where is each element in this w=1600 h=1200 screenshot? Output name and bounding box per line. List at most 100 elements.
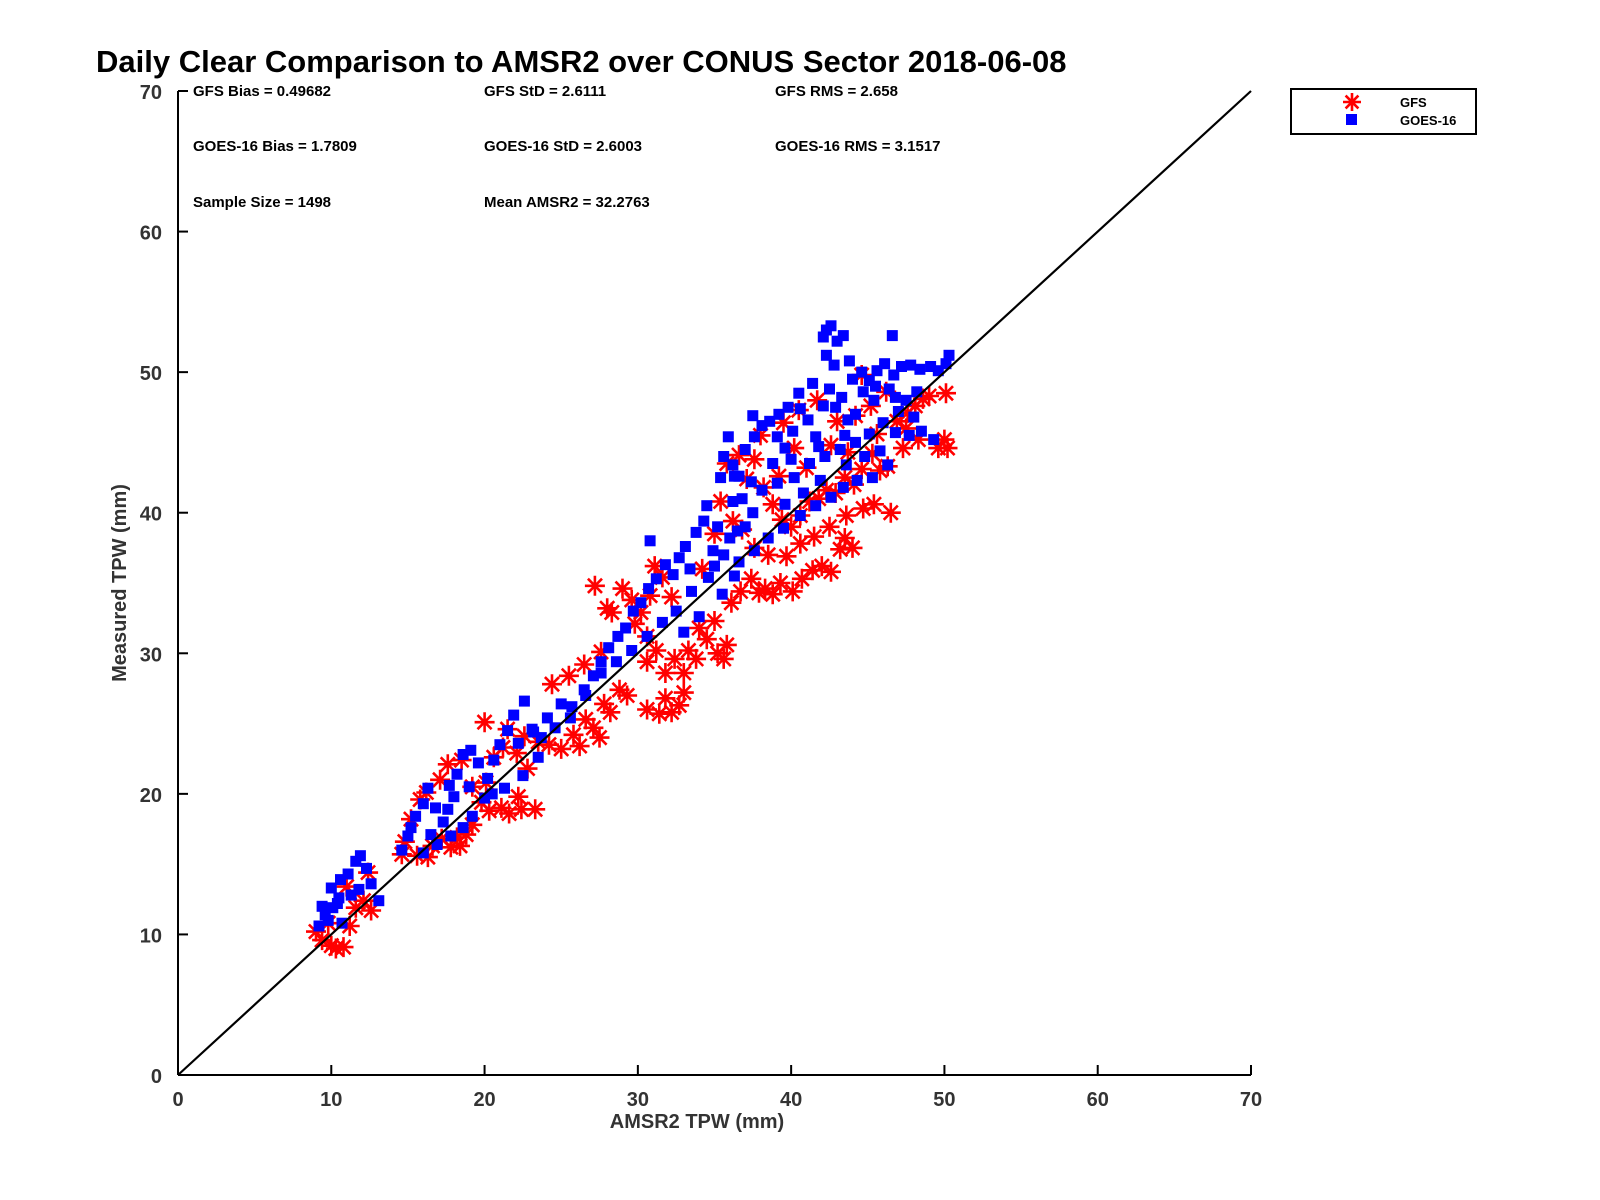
gfs-point xyxy=(730,581,751,602)
goes16-point xyxy=(903,429,915,441)
goes16-point xyxy=(457,749,469,760)
gfs-point xyxy=(325,938,346,959)
goes-rms-stat: GOES-16 RMS = 3.1517 xyxy=(775,138,941,155)
goes16-point xyxy=(747,410,759,422)
goes16-point xyxy=(824,383,835,395)
goes16-point xyxy=(728,570,740,582)
gfs-point xyxy=(799,491,820,512)
goes16-point xyxy=(727,496,739,507)
goes16-point xyxy=(794,403,806,415)
gfs-rms-stat: GFS RMS = 2.658 xyxy=(775,83,898,100)
goes16-point xyxy=(785,453,797,465)
gfs-point xyxy=(655,688,676,709)
x-tick-label: 70 xyxy=(1240,1089,1262,1111)
gfs-point xyxy=(451,750,472,771)
gfs-point xyxy=(339,916,360,936)
goes16-point xyxy=(479,792,491,804)
x-tick-label: 60 xyxy=(1087,1089,1109,1111)
gfs-point xyxy=(750,425,771,446)
gfs-point xyxy=(713,648,734,669)
goes16-point xyxy=(578,684,590,696)
gfs-point xyxy=(837,442,858,463)
goes16-point xyxy=(345,889,357,901)
gfs-point xyxy=(758,544,779,565)
gfs-point xyxy=(863,494,884,515)
goes16-point xyxy=(612,630,624,642)
goes16-point xyxy=(762,532,774,544)
gfs-point xyxy=(430,769,451,790)
y-tick-label: 30 xyxy=(140,644,162,666)
goes16-point xyxy=(715,472,727,484)
gfs-point xyxy=(661,587,682,608)
chart-title: Daily Clear Comparison to AMSR2 over CON… xyxy=(96,44,1067,79)
goes16-point xyxy=(866,472,878,484)
goes16-point xyxy=(659,559,671,571)
goes16-point xyxy=(834,444,846,455)
gfs-point xyxy=(678,640,699,661)
gfs-point xyxy=(893,438,913,459)
gfs-point xyxy=(704,523,725,544)
goes16-point xyxy=(566,701,578,713)
goes16-point xyxy=(839,429,851,441)
goes16-point xyxy=(709,560,720,572)
gfs-point xyxy=(652,567,673,588)
goes16-point xyxy=(431,839,443,850)
goes16-point xyxy=(686,585,697,597)
goes16-point xyxy=(883,383,895,395)
gfs-point xyxy=(770,573,791,593)
goes16-point xyxy=(778,522,789,534)
gfs-point xyxy=(491,797,512,818)
goes16-point xyxy=(488,754,500,766)
gfs-point xyxy=(499,803,520,824)
goes16-point xyxy=(914,363,926,375)
goes16-point xyxy=(701,500,713,512)
gfs-point xyxy=(716,453,737,474)
goes16-point xyxy=(850,408,861,420)
gfs-point xyxy=(755,578,776,599)
goes16-point xyxy=(928,434,940,446)
goes16-point xyxy=(859,451,871,462)
goes16-point xyxy=(871,365,883,377)
gfs-point xyxy=(584,575,605,596)
x-tick-label: 50 xyxy=(933,1089,955,1111)
goes16-point xyxy=(417,847,429,859)
goes16-point xyxy=(410,810,422,822)
gfs-point xyxy=(784,438,805,459)
goes16-point xyxy=(532,751,544,763)
gfs-point xyxy=(744,449,765,470)
one-to-one-line xyxy=(177,90,1252,1076)
gfs-point xyxy=(811,556,832,577)
gfs-point xyxy=(649,703,670,724)
gfs-point xyxy=(617,685,638,706)
gfs-point xyxy=(506,743,527,764)
gfs-point xyxy=(851,459,872,480)
goes16-point xyxy=(354,850,366,862)
gfs-point xyxy=(862,443,883,464)
gfs-point xyxy=(886,411,907,432)
goes16-point xyxy=(748,545,760,557)
goes16-point xyxy=(718,549,730,561)
goes16-point xyxy=(857,386,869,398)
gfs-point xyxy=(673,663,694,683)
gfs-point xyxy=(790,533,811,554)
goes16-point xyxy=(643,583,655,595)
gfs-point xyxy=(437,754,458,775)
plot-area: 0 10 20 30 40 50 60 70 0 10 20 30 40 50 60 70 xyxy=(140,82,1262,1111)
goes16-point xyxy=(771,477,783,489)
goes16-point xyxy=(313,920,325,932)
goes16-point xyxy=(764,415,776,427)
gfs-point xyxy=(722,511,743,532)
gfs-point xyxy=(834,467,855,488)
gfs-point xyxy=(870,460,890,481)
gfs-point xyxy=(511,799,532,820)
goes16-point xyxy=(842,414,854,426)
legend-goes-marker xyxy=(1346,114,1357,125)
goes16-point xyxy=(905,359,917,371)
goes16-point xyxy=(739,444,751,455)
gfs-point xyxy=(696,629,717,650)
goes16-point xyxy=(874,445,886,457)
gfs-point xyxy=(686,648,707,669)
goes16-point xyxy=(932,365,944,377)
goes16-point xyxy=(843,355,855,367)
goes16-point xyxy=(555,698,567,710)
